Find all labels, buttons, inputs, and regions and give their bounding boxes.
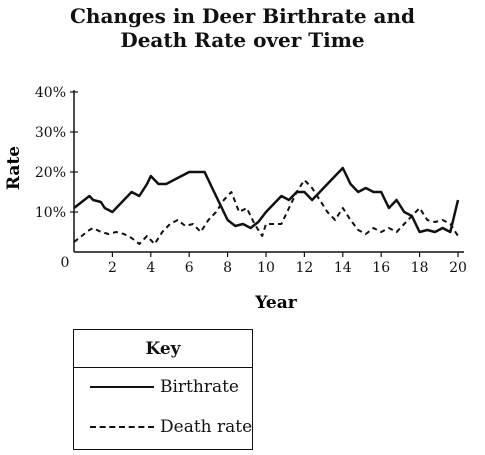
y-axis-label: Rate <box>4 146 24 190</box>
x-tick-label: 16 <box>372 260 390 276</box>
y-tick-label: 40% <box>35 85 66 101</box>
x-tick-label: 14 <box>334 260 352 276</box>
y-tick-label: 30% <box>35 125 66 141</box>
legend-label: Birthrate <box>160 377 239 397</box>
legend-title: Key <box>74 330 252 368</box>
legend-entry-birthrate: Birthrate <box>74 372 252 402</box>
solid-line-swatch-icon <box>90 386 154 388</box>
line-chart: 0 2 4 6 8 10 12 14 16 18 20 10% 20% 30% 40% Rate Year <box>4 85 467 313</box>
y-tick-label: 10% <box>35 205 66 221</box>
death-rate-line <box>73 179 459 245</box>
chart-series <box>73 166 460 245</box>
x-tick-label: 18 <box>411 260 429 276</box>
legend-entry-death-rate: Death rate <box>74 412 252 442</box>
chart-ticks: 0 2 4 6 8 10 12 14 16 18 20 10% 20% 30% 40% <box>35 85 467 276</box>
x-tick-label: 8 <box>223 260 232 276</box>
chart-title-line-1: Changes in Deer Birthrate and <box>69 4 415 28</box>
x-axis-label: Year <box>254 293 297 313</box>
dashed-line-swatch-icon <box>90 426 154 428</box>
chart-axes <box>73 90 464 253</box>
y-tick-label: 20% <box>35 165 66 181</box>
legend-label: Death rate <box>160 417 253 437</box>
x-tick-label: 10 <box>257 260 275 276</box>
x-tick-label: 6 <box>185 260 194 276</box>
x-tick-label: 2 <box>108 260 117 276</box>
x-tick-label: 20 <box>449 260 467 276</box>
x-tick-label: 12 <box>295 260 313 276</box>
legend: Key Birthrate Death rate <box>73 329 253 450</box>
x-tick-label: 4 <box>146 260 155 276</box>
chart-title-line-2: Death Rate over Time <box>120 28 365 52</box>
x-tick-label: 0 <box>61 255 70 271</box>
birthrate-line <box>73 166 460 234</box>
